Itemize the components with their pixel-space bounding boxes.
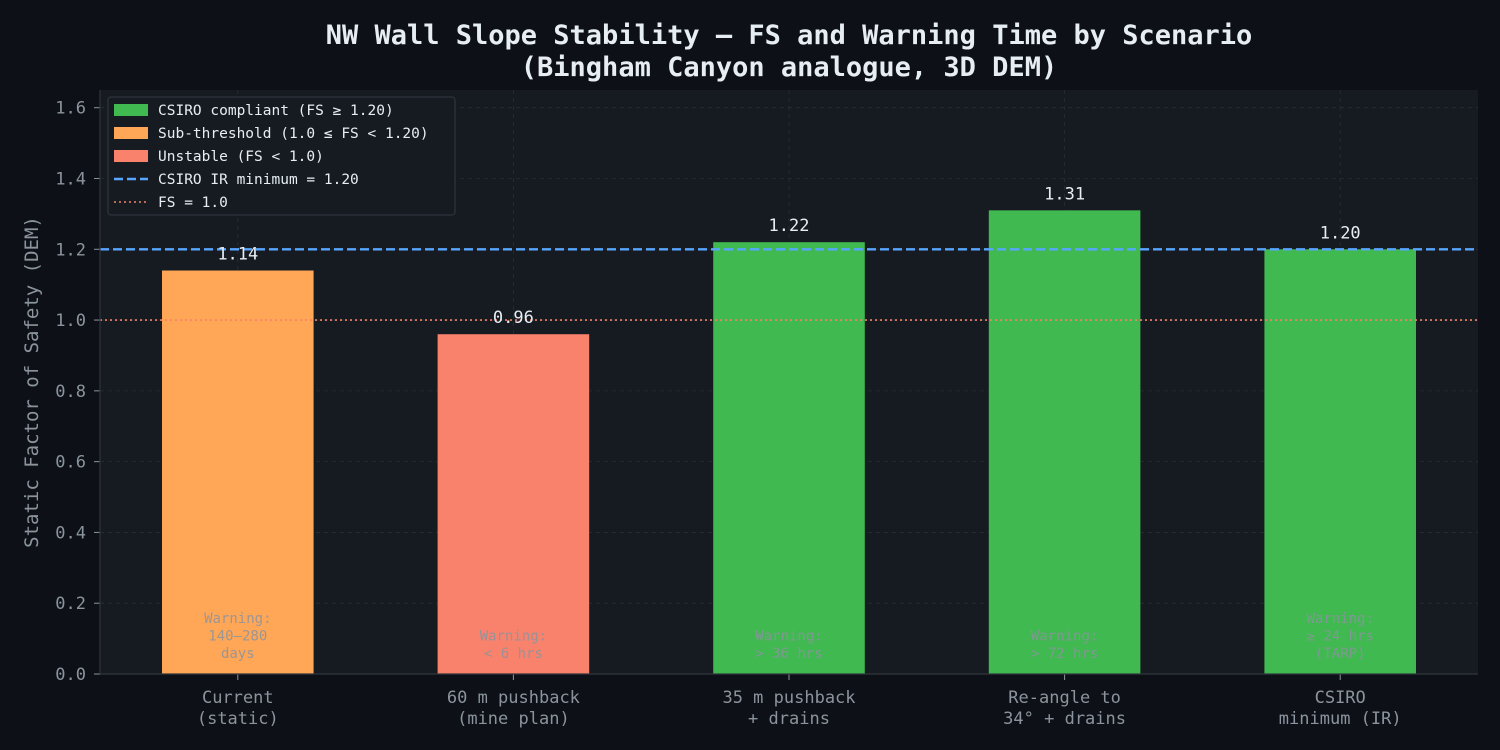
legend bbox=[107, 96, 456, 216]
bar-4 bbox=[988, 210, 1141, 674]
y-tick-label: 1.0 bbox=[55, 311, 86, 331]
bar-value-label: 0.96 bbox=[493, 308, 534, 328]
warning-annotation: Warning: bbox=[1031, 629, 1098, 645]
bar-3 bbox=[713, 242, 865, 674]
warning-annotation: 140–280 bbox=[208, 629, 267, 645]
warning-annotation: days bbox=[221, 646, 255, 662]
warning-annotation: > 72 hrs bbox=[1031, 646, 1098, 662]
legend-label: CSIRO compliant (FS ≥ 1.20) bbox=[158, 103, 394, 119]
x-tick-label: CSIRO bbox=[1315, 688, 1366, 708]
y-tick-label: 0.4 bbox=[55, 523, 86, 543]
bar-value-label: 1.31 bbox=[1044, 184, 1085, 204]
y-tick-label: 0.6 bbox=[55, 453, 86, 473]
bar-value-label: 1.20 bbox=[1320, 223, 1361, 243]
legend-label: Sub-threshold (1.0 ≤ FS < 1.20) bbox=[158, 126, 429, 142]
chart-subtitle: (Bingham Canyon analogue, 3D DEM) bbox=[521, 52, 1057, 83]
bar-2 bbox=[437, 334, 590, 674]
x-tick-label: minimum (IR) bbox=[1279, 709, 1402, 729]
x-tick-label: Current bbox=[202, 688, 274, 708]
x-tick-label: 60 m pushback bbox=[447, 688, 580, 708]
warning-annotation: Warning: bbox=[755, 629, 822, 645]
legend-label: Unstable (FS < 1.0) bbox=[158, 149, 324, 165]
x-tick-label: (mine plan) bbox=[457, 709, 570, 729]
y-tick-label: 1.4 bbox=[55, 169, 86, 189]
y-tick-label: 1.2 bbox=[55, 240, 86, 260]
legend-swatch bbox=[114, 127, 148, 139]
x-tick-label: Re-angle to bbox=[1008, 688, 1121, 708]
warning-annotation: < 6 hrs bbox=[484, 646, 543, 662]
legend-swatch bbox=[114, 104, 148, 116]
legend-label: CSIRO IR minimum = 1.20 bbox=[158, 172, 359, 188]
bar-1 bbox=[162, 270, 314, 674]
y-tick-label: 0.2 bbox=[55, 594, 86, 614]
y-tick-label: 0.0 bbox=[55, 665, 86, 685]
warning-annotation: Warning: bbox=[480, 629, 547, 645]
bar-value-label: 1.22 bbox=[769, 216, 810, 236]
warning-annotation: (TARP) bbox=[1315, 646, 1366, 662]
warning-annotation: > 36 hrs bbox=[755, 646, 822, 662]
warning-annotation: Warning: bbox=[204, 611, 271, 627]
x-tick-label: (static) bbox=[197, 709, 279, 729]
x-tick-label: 35 m pushback bbox=[722, 688, 855, 708]
warning-annotation: Warning: bbox=[1306, 611, 1373, 627]
y-tick-label: 0.8 bbox=[55, 382, 86, 402]
warning-annotation: ≥ 24 hrs bbox=[1306, 629, 1373, 645]
legend-swatch bbox=[114, 150, 148, 162]
y-axis-label: Static Factor of Safety (DEM) bbox=[21, 216, 43, 548]
y-tick-label: 1.6 bbox=[55, 99, 86, 119]
x-tick-label: + drains bbox=[748, 709, 830, 729]
chart-title: NW Wall Slope Stability — FS and Warning… bbox=[326, 20, 1253, 51]
bar-value-label: 1.14 bbox=[217, 245, 258, 265]
x-tick-label: 34° + drains bbox=[1003, 709, 1126, 729]
legend-label: FS = 1.0 bbox=[158, 195, 228, 211]
